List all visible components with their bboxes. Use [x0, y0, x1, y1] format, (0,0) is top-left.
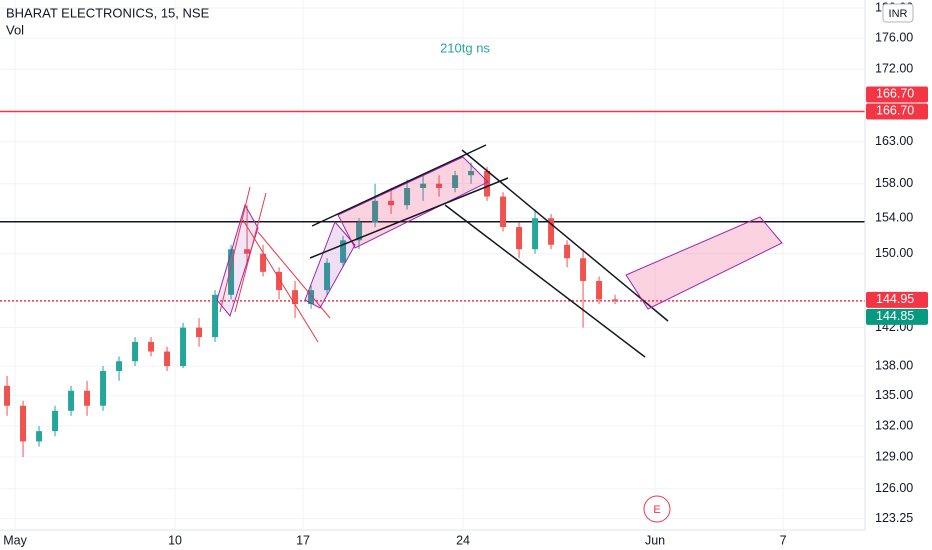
candle-body	[148, 341, 155, 352]
drawings	[216, 144, 783, 358]
candle-body	[164, 351, 171, 367]
y-tick-label: 132.00	[875, 418, 913, 432]
candle-body	[132, 341, 139, 362]
y-tick-label: 176.00	[875, 31, 913, 45]
x-tick-label: Jun	[645, 533, 665, 547]
candle-body	[244, 249, 251, 254]
y-tick-label: 135.00	[875, 388, 913, 402]
y-tick-label: 163.00	[875, 134, 913, 148]
candle-body	[84, 390, 91, 406]
candle-body	[180, 327, 187, 367]
drawing-rect	[337, 156, 489, 249]
candle-body	[340, 240, 347, 263]
candle-body	[372, 200, 379, 223]
trend-line	[309, 177, 509, 259]
y-tick-label: 126.00	[875, 481, 913, 495]
candle-body	[452, 175, 459, 188]
axes: 123.25126.00129.00132.00135.00138.00142.…	[3, 0, 928, 547]
trend-line	[257, 231, 331, 319]
candle-body	[212, 294, 219, 338]
y-tick-label: 129.00	[875, 449, 913, 463]
candle-body	[324, 262, 331, 291]
annotation: 210tg ns	[440, 40, 490, 55]
candles	[4, 162, 619, 458]
candle-body	[500, 196, 507, 228]
x-tick-label: 24	[456, 533, 470, 547]
price-label: 144.85	[876, 309, 914, 323]
candle-body	[436, 183, 443, 188]
y-tick-label: 172.00	[875, 62, 913, 76]
price-label-box	[866, 308, 928, 325]
levels	[0, 110, 865, 302]
candle-body	[20, 405, 27, 442]
candle-body	[260, 253, 267, 272]
currency-badge[interactable]	[882, 3, 914, 23]
currency: INR	[889, 8, 908, 20]
candle-body	[404, 187, 411, 206]
price-label: 166.70	[876, 87, 914, 101]
event-label: E	[653, 504, 660, 516]
candle-body	[292, 290, 299, 305]
trend-line	[444, 204, 646, 358]
candle-body	[532, 218, 539, 250]
candle-body	[420, 183, 427, 188]
candle-body	[308, 290, 315, 305]
drawing-rect	[625, 216, 783, 310]
candle-body	[468, 170, 475, 176]
candle-body	[484, 170, 491, 197]
y-tick-label: 150.00	[875, 246, 913, 260]
candle-body	[580, 258, 587, 281]
x-tick-label: May	[3, 533, 27, 547]
y-tick-label: 154.00	[875, 211, 913, 225]
trend-line	[234, 192, 267, 313]
candle-body	[564, 244, 571, 259]
y-tick-label: 138.00	[875, 358, 913, 372]
drawing-rect	[304, 221, 356, 309]
grid	[0, 0, 865, 530]
y-tick-label: 158.00	[875, 176, 913, 190]
chart-title: BHARAT ELECTRONICS, 15, NSE	[6, 5, 210, 20]
drawing-rect	[216, 203, 259, 318]
price-label: 166.70	[876, 104, 914, 118]
candle-body	[68, 390, 75, 411]
trend-line	[242, 219, 319, 343]
candle-body	[548, 218, 555, 245]
candle-body	[52, 410, 59, 432]
candle-body	[36, 431, 43, 442]
trend-line	[311, 144, 487, 227]
indicator-label: Vol	[6, 22, 24, 37]
price-label: 144.95	[876, 292, 914, 306]
event-badge[interactable]	[643, 495, 671, 523]
trend-line	[461, 149, 669, 322]
candle-body	[228, 249, 235, 295]
price-label-box	[866, 86, 928, 103]
candle-body	[116, 361, 123, 372]
candle-body	[356, 222, 363, 241]
price-label-box	[866, 103, 928, 120]
candle-body	[516, 227, 523, 250]
x-tick-label: 10	[168, 533, 182, 547]
x-tick-label: 7	[780, 533, 787, 547]
candle-body	[4, 385, 11, 406]
candle-body	[276, 271, 283, 291]
y-tick-label: 123.25	[875, 511, 913, 525]
candle-body	[196, 327, 203, 338]
candle-body	[612, 299, 619, 301]
candle-body	[596, 280, 603, 300]
candle-body	[388, 200, 395, 206]
trend-line	[219, 186, 251, 313]
candle-body	[100, 371, 107, 406]
x-tick-label: 17	[296, 533, 310, 547]
price-label-box	[866, 291, 928, 308]
